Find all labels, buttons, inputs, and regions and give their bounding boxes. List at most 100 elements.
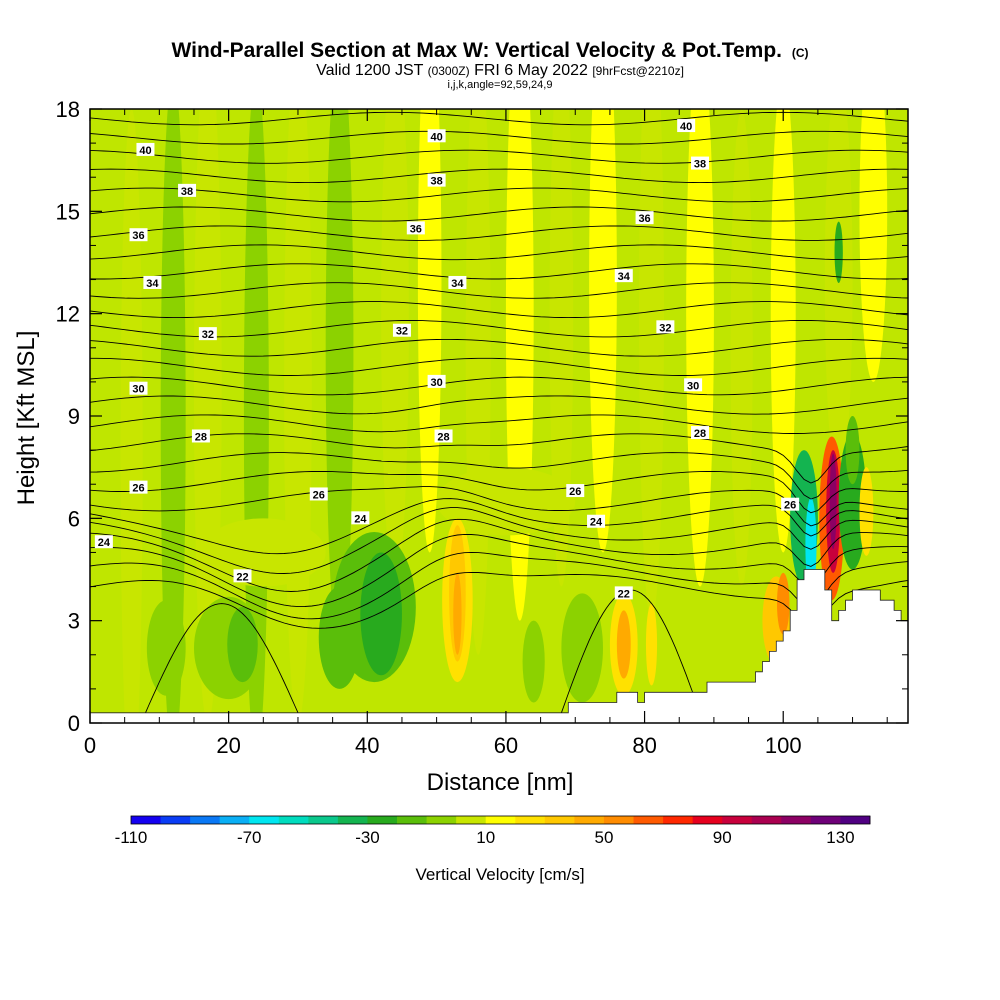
contour-label-text: 26	[784, 500, 796, 512]
x-axis: 0 20 40 60 80 100	[84, 109, 888, 758]
theta-contour-line	[90, 498, 908, 555]
velocity-cell	[838, 433, 867, 570]
contour-label-box	[309, 487, 328, 501]
contour-label-box	[691, 156, 710, 170]
colorbar-swatch	[722, 816, 753, 824]
velocity-cell	[829, 453, 837, 550]
theta-contour-line	[90, 518, 908, 592]
colorbar-tick-label: -70	[237, 828, 262, 847]
theta-contour-line	[90, 301, 908, 319]
colorbar-swatch	[781, 816, 812, 824]
velocity-cell	[227, 607, 258, 683]
contour-label-box	[406, 221, 425, 235]
x-tick-label: 40	[355, 733, 379, 758]
colorbar-swatch	[249, 816, 280, 824]
theta-contour-label: 30	[129, 381, 148, 396]
contour-label-text: 26	[313, 489, 325, 501]
contour-label-box	[136, 142, 155, 156]
velocity-cell	[284, 109, 312, 723]
colorbar-ticks: -110 -70 -30 10 50 90 130	[115, 828, 855, 847]
y-tick-label: 6	[68, 506, 80, 531]
contour-label-box	[129, 228, 148, 242]
theta-contour-label: 38	[178, 183, 197, 198]
contour-label-text: 26	[569, 486, 581, 498]
theta-contour-line	[90, 376, 908, 396]
velocity-cell	[616, 610, 631, 679]
theta-contour-line	[90, 470, 908, 514]
terrain-outline	[90, 569, 908, 723]
velocity-cell	[200, 518, 326, 587]
y-tick-label: 12	[56, 302, 80, 327]
theta-contour-label: 24	[94, 535, 113, 549]
contour-label-box	[351, 511, 370, 525]
velocity-cell	[589, 109, 617, 553]
x-tick-label: 0	[84, 733, 96, 758]
contour-label-box	[635, 211, 654, 225]
velocity-cell	[561, 593, 603, 703]
colorbar-swatch	[456, 816, 487, 824]
colorbar-swatch	[160, 816, 191, 824]
colorbar-swatch	[219, 816, 250, 824]
velocity-cell	[318, 586, 361, 689]
colorbar-swatch	[603, 816, 634, 824]
velocity-cell	[436, 467, 576, 536]
contour-label-text: 36	[132, 230, 144, 242]
theta-contour-label: 26	[781, 497, 800, 512]
contour-label-text: 22	[236, 571, 248, 583]
theta-contour-line	[90, 452, 908, 500]
colorbar-swatch	[367, 816, 398, 824]
theta-contour-line	[90, 533, 908, 608]
contour-label-box	[191, 429, 210, 443]
theta-contour-line	[90, 338, 908, 357]
contour-label-box	[198, 327, 217, 341]
theta-contour-line	[145, 603, 299, 713]
contour-label-box	[233, 569, 252, 583]
contour-label-text: 30	[430, 377, 442, 389]
theta-contour-label: 22	[614, 586, 633, 600]
chart-title-main: Wind-Parallel Section at Max W: Vertical…	[171, 39, 782, 62]
contour-label-text: 34	[451, 278, 464, 290]
contour-label-box	[129, 381, 148, 395]
theta-contour-label: 36	[635, 211, 654, 225]
theta-contour-line	[90, 263, 908, 280]
contour-label-box	[656, 320, 675, 334]
theta-contour-line	[90, 130, 908, 145]
chart-title: Wind-Parallel Section at Max W: Vertical…	[171, 39, 808, 62]
colorbar-tick-label: 130	[826, 828, 854, 847]
velocity-cell	[360, 552, 402, 676]
colorbar-swatch	[810, 816, 841, 824]
theta-contour-label: 38	[691, 156, 710, 171]
colorbar-swatch	[485, 816, 516, 824]
x-tick-label: 20	[216, 733, 240, 758]
contour-label-box	[566, 484, 585, 498]
x-axis-label: Distance [nm]	[427, 769, 574, 796]
theta-contour-label: 32	[656, 320, 675, 334]
velocity-cell	[453, 572, 462, 655]
contour-label-text: 38	[181, 186, 193, 198]
colorbar-swatch	[663, 816, 694, 824]
velocity-cell	[522, 620, 545, 703]
valid-date: FRI 6 May 2022	[474, 62, 588, 79]
velocity-cell	[770, 109, 796, 553]
contour-label-box	[143, 275, 162, 289]
velocity-cell	[645, 603, 658, 686]
theta-contour-line	[90, 149, 908, 164]
theta-contour-label: 26	[566, 484, 585, 498]
colorbar-tick-label: 50	[594, 828, 613, 847]
theta-contour-line	[90, 395, 908, 415]
contour-label-box	[691, 426, 710, 440]
contour-label-text: 28	[195, 431, 207, 443]
contour-label-text: 28	[694, 428, 706, 440]
y-tick-label: 15	[56, 199, 80, 224]
contour-label-text: 28	[437, 431, 449, 443]
theta-contour-line	[90, 357, 908, 376]
y-tick-label: 18	[56, 97, 80, 122]
velocity-cell	[639, 109, 664, 621]
forecast-tag: [9hrFcst@2210z]	[592, 64, 684, 78]
theta-contour-line	[90, 111, 908, 126]
theta-contour-line	[90, 507, 908, 574]
colorbar-tick-label: -30	[355, 828, 380, 847]
x-tick-label: 60	[494, 733, 518, 758]
contour-label-box	[448, 275, 467, 289]
